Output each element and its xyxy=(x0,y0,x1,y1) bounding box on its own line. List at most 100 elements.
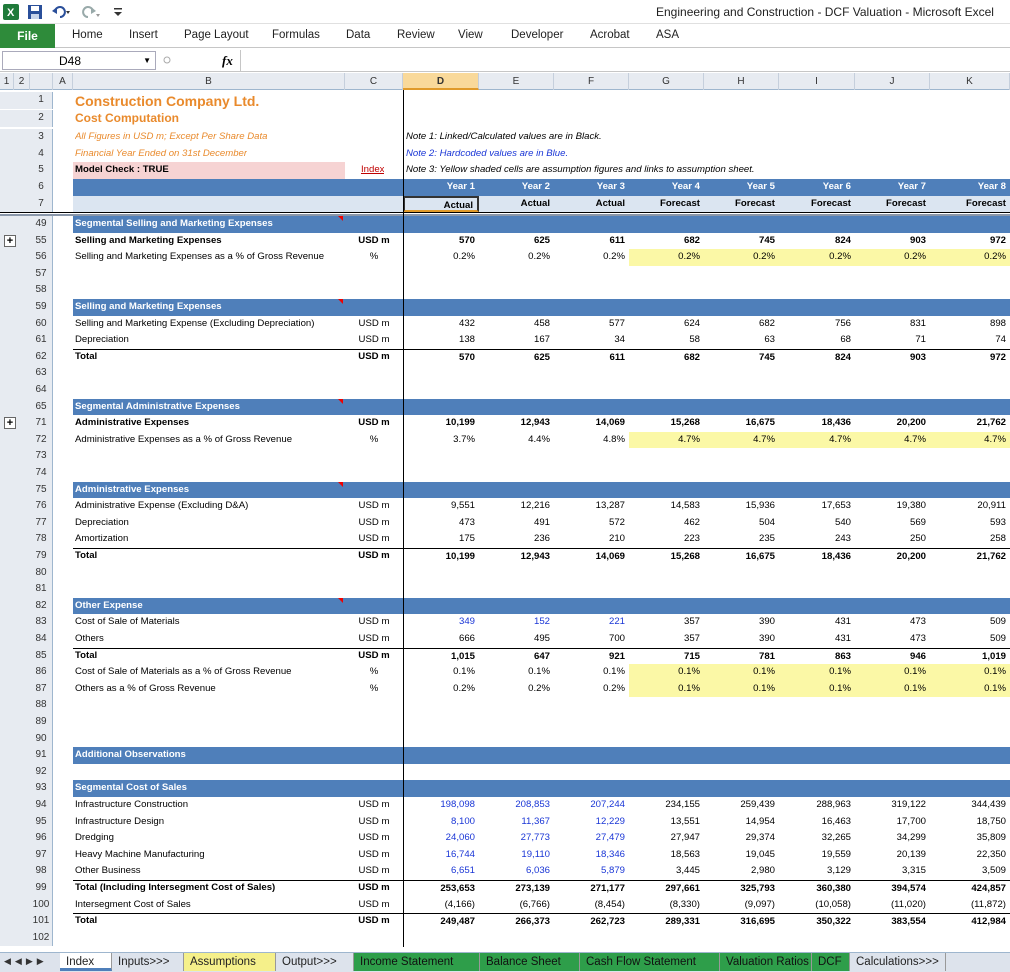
value-cell[interactable]: 22,350 xyxy=(976,848,1006,860)
value-cell[interactable]: 10,199 xyxy=(403,548,479,565)
row-number[interactable]: 92 xyxy=(30,763,53,781)
value-cell[interactable]: 611 xyxy=(609,234,625,246)
value-cell[interactable]: 19,110 xyxy=(521,848,550,860)
row-number[interactable]: 2 xyxy=(30,110,53,127)
sheet-tab-calculations[interactable]: Calculations>>> xyxy=(850,953,946,971)
row-number[interactable]: 79 xyxy=(30,548,53,565)
sheet-tab-cash-flow-statement[interactable]: Cash Flow Statement xyxy=(580,953,720,971)
column-header-i[interactable]: I xyxy=(779,73,855,90)
value-cell[interactable]: 682 xyxy=(629,348,704,366)
row-number[interactable]: 1 xyxy=(30,92,53,109)
value-cell[interactable]: 208,853 xyxy=(515,799,550,810)
value-cell[interactable]: 259,439 xyxy=(740,799,775,810)
column-header-b[interactable]: B xyxy=(73,73,345,90)
row-number[interactable]: 91 xyxy=(30,747,53,764)
value-cell[interactable]: 63 xyxy=(764,334,775,346)
row-number[interactable]: 62 xyxy=(30,348,53,366)
value-cell[interactable]: 357 xyxy=(683,616,700,628)
row-number[interactable]: 59 xyxy=(30,299,53,316)
value-cell[interactable]: 0.2% xyxy=(603,251,625,263)
undo-icon[interactable] xyxy=(50,3,72,20)
sheet-tab-inputs[interactable]: Inputs>>> xyxy=(112,953,184,971)
value-cell[interactable]: 3,129 xyxy=(826,865,851,877)
tab-developer[interactable]: Developer xyxy=(511,29,564,41)
worksheet-grid[interactable]: 1 Construction Company Ltd. 2 Cost Compu… xyxy=(0,90,1010,947)
column-header-h[interactable]: H xyxy=(704,73,779,90)
value-cell[interactable]: 570 xyxy=(458,234,475,246)
value-cell[interactable]: 473 xyxy=(909,633,926,644)
value-cell[interactable]: 540 xyxy=(834,516,851,528)
value-cell[interactable]: 18,436 xyxy=(821,417,851,429)
value-cell[interactable]: 624 xyxy=(683,317,700,329)
row-number[interactable]: 101 xyxy=(30,913,53,930)
sheet-tab-dcf[interactable]: DCF xyxy=(812,953,850,971)
value-cell[interactable]: 273,139 xyxy=(479,880,554,897)
value-cell[interactable]: (10,058) xyxy=(815,898,851,910)
value-cell[interactable]: 570 xyxy=(403,348,479,366)
row-number[interactable]: 81 xyxy=(30,581,53,598)
row-number[interactable]: 60 xyxy=(30,315,53,333)
row-number[interactable]: 90 xyxy=(30,730,53,748)
value-cell[interactable]: 3,445 xyxy=(675,865,700,877)
value-cell[interactable]: 360,380 xyxy=(779,880,855,897)
value-cell[interactable]: 13,287 xyxy=(595,500,625,512)
value-cell[interactable]: 394,574 xyxy=(855,880,930,897)
column-header-k[interactable]: K xyxy=(930,73,1010,90)
value-cell[interactable]: 715 xyxy=(629,647,704,665)
value-cell[interactable]: 221 xyxy=(608,616,625,628)
value-cell[interactable]: 6,036 xyxy=(525,865,550,877)
row-number[interactable]: 63 xyxy=(30,365,53,382)
value-cell[interactable]: 700 xyxy=(608,633,625,644)
value-cell[interactable]: 35,809 xyxy=(976,832,1006,844)
row-number[interactable]: 74 xyxy=(30,465,53,482)
value-cell[interactable]: 316,695 xyxy=(704,913,779,930)
value-cell[interactable]: 11,367 xyxy=(521,815,550,827)
value-cell[interactable]: (8,454) xyxy=(594,898,625,910)
row-number[interactable]: 7 xyxy=(30,196,53,212)
value-cell[interactable]: 383,554 xyxy=(855,913,930,930)
value-cell[interactable]: 903 xyxy=(909,234,926,246)
row-number[interactable]: 71 xyxy=(30,415,53,432)
redo-icon[interactable] xyxy=(80,3,102,20)
value-cell[interactable]: 13,551 xyxy=(670,815,700,827)
sheet-tab-assumptions[interactable]: Assumptions xyxy=(184,953,276,971)
file-tab[interactable]: File xyxy=(0,24,55,48)
row-number[interactable]: 82 xyxy=(30,597,53,615)
tab-view[interactable]: View xyxy=(458,29,483,41)
value-cell[interactable]: 17,653 xyxy=(821,500,851,512)
value-cell[interactable]: 16,675 xyxy=(704,548,779,565)
value-cell[interactable]: 14,069 xyxy=(554,548,629,565)
value-cell[interactable]: 473 xyxy=(458,516,475,528)
value-cell[interactable]: 14,069 xyxy=(595,417,625,429)
value-cell[interactable]: 5,879 xyxy=(600,865,625,877)
value-cell[interactable]: 0.2% xyxy=(528,682,550,694)
value-cell[interactable]: 71 xyxy=(915,334,926,346)
value-cell[interactable]: 0.2% xyxy=(779,249,855,266)
value-cell[interactable]: 431 xyxy=(834,633,851,644)
row-number[interactable]: 55 xyxy=(30,232,53,250)
column-header-j[interactable]: J xyxy=(855,73,930,90)
value-cell[interactable]: 863 xyxy=(779,647,855,665)
chevron-down-icon[interactable]: ▼ xyxy=(143,56,151,65)
column-header-d[interactable]: D xyxy=(403,73,479,90)
value-cell[interactable]: 19,559 xyxy=(821,848,851,860)
value-cell[interactable]: 0.1% xyxy=(779,680,855,698)
value-cell[interactable]: 12,943 xyxy=(479,548,554,565)
value-cell[interactable]: 350,322 xyxy=(779,913,855,930)
value-cell[interactable]: 258 xyxy=(989,533,1006,545)
value-cell[interactable]: 0.1% xyxy=(629,664,704,681)
value-cell[interactable]: (6,766) xyxy=(519,898,550,910)
row-number[interactable]: 57 xyxy=(30,265,53,283)
row-number[interactable]: 3 xyxy=(30,129,53,146)
value-cell[interactable]: 390 xyxy=(758,633,775,644)
value-cell[interactable]: 1,019 xyxy=(930,647,1010,665)
value-cell[interactable]: 319,122 xyxy=(891,799,926,810)
value-cell[interactable]: 3,509 xyxy=(981,865,1006,877)
value-cell[interactable]: 207,244 xyxy=(590,799,625,810)
row-number[interactable]: 61 xyxy=(30,332,53,349)
value-cell[interactable]: 15,936 xyxy=(745,500,775,512)
row-number[interactable]: 88 xyxy=(30,697,53,714)
value-cell[interactable]: 972 xyxy=(930,348,1010,366)
row-number[interactable]: 94 xyxy=(30,797,53,814)
sheet-tab-balance-sheet[interactable]: Balance Sheet xyxy=(480,953,580,971)
